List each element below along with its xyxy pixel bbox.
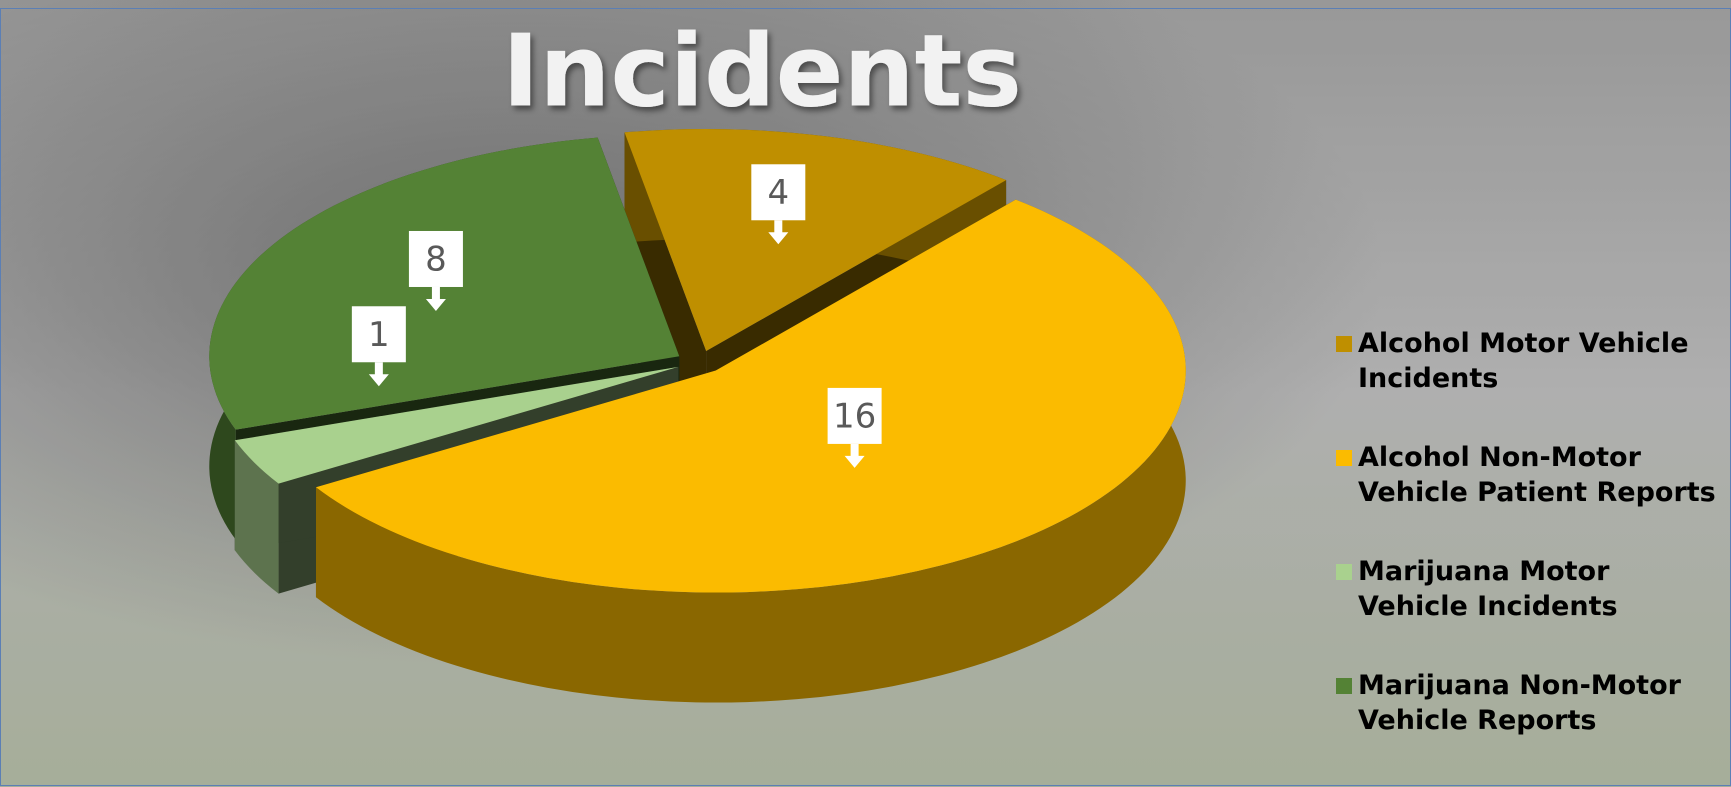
legend-item: Alcohol Motor Vehicle Incidents [1336,326,1726,440]
data-label: 8 [425,239,447,279]
page: Incidents 4 16 18 Alcohol Motor Vehicle In… [0,0,1731,787]
legend-swatch [1336,564,1352,580]
legend-swatch [1336,336,1352,352]
legend-item: Marijuana Non-Motor Vehicle Reports [1336,668,1726,782]
data-label: 1 [368,315,390,355]
pie [209,129,1185,703]
legend-label: Alcohol Non-Motor Vehicle Patient Report… [1358,440,1718,510]
legend-item: Alcohol Non-Motor Vehicle Patient Report… [1336,440,1726,554]
legend-swatch [1336,678,1352,694]
legend-swatch [1336,450,1352,466]
legend-label: Alcohol Motor Vehicle Incidents [1358,326,1718,396]
chart-title: Incidents [502,12,1022,129]
legend-label: Marijuana Motor Vehicle Incidents [1358,554,1718,624]
data-label: 16 [833,396,876,436]
legend: Alcohol Motor Vehicle Incidents Alcohol N… [1336,326,1726,782]
legend-label: Marijuana Non-Motor Vehicle Reports [1358,668,1718,738]
data-label: 4 [767,173,789,213]
legend-item: Marijuana Motor Vehicle Incidents [1336,554,1726,668]
